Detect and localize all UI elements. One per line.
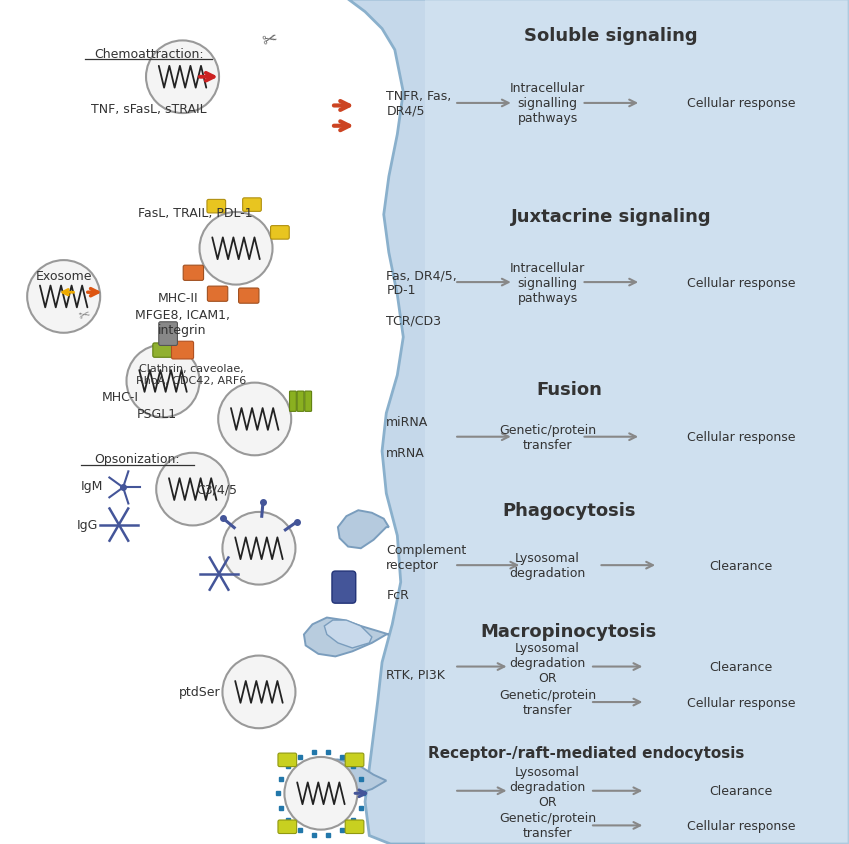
FancyBboxPatch shape bbox=[183, 266, 204, 281]
Circle shape bbox=[200, 213, 273, 285]
FancyBboxPatch shape bbox=[171, 342, 194, 360]
Text: Lysosomal
degradation
OR: Lysosomal degradation OR bbox=[509, 641, 586, 684]
Text: Soluble signaling: Soluble signaling bbox=[525, 27, 698, 46]
FancyBboxPatch shape bbox=[278, 753, 296, 766]
Circle shape bbox=[222, 512, 295, 585]
Text: TNFR, Fas,
DR4/5: TNFR, Fas, DR4/5 bbox=[386, 89, 452, 118]
FancyBboxPatch shape bbox=[305, 392, 312, 412]
Text: Phagocytosis: Phagocytosis bbox=[502, 501, 636, 520]
Text: Genetic/protein
transfer: Genetic/protein transfer bbox=[499, 811, 596, 840]
Text: Cellular response: Cellular response bbox=[687, 819, 796, 832]
Text: Cellular response: Cellular response bbox=[687, 276, 796, 289]
Text: Fusion: Fusion bbox=[536, 381, 602, 399]
Text: miRNA: miRNA bbox=[386, 415, 429, 429]
Polygon shape bbox=[312, 760, 386, 795]
Text: Clearance: Clearance bbox=[710, 784, 773, 798]
Text: ptdSer: ptdSer bbox=[178, 685, 221, 699]
Circle shape bbox=[284, 757, 357, 830]
Text: ✂: ✂ bbox=[261, 30, 279, 51]
Text: Genetic/protein
transfer: Genetic/protein transfer bbox=[499, 423, 596, 452]
Text: Lysosomal
degradation: Lysosomal degradation bbox=[509, 551, 586, 580]
Text: TNF, sFasL, sTRAIL: TNF, sFasL, sTRAIL bbox=[91, 103, 206, 116]
Text: Cellular response: Cellular response bbox=[687, 695, 796, 709]
Polygon shape bbox=[338, 511, 389, 549]
FancyBboxPatch shape bbox=[346, 820, 364, 834]
Text: FcR: FcR bbox=[386, 588, 409, 602]
Text: RTK, PI3K: RTK, PI3K bbox=[386, 668, 445, 682]
FancyBboxPatch shape bbox=[153, 344, 177, 358]
FancyBboxPatch shape bbox=[207, 200, 226, 214]
FancyBboxPatch shape bbox=[346, 753, 364, 766]
Text: Chemoattraction:: Chemoattraction: bbox=[93, 47, 204, 61]
Text: Genetic/protein
transfer: Genetic/protein transfer bbox=[499, 688, 596, 717]
Text: MFGE8, ICAM1,
integrin: MFGE8, ICAM1, integrin bbox=[135, 308, 230, 337]
Text: MHC-I: MHC-I bbox=[102, 390, 139, 403]
Text: C3/4/5: C3/4/5 bbox=[196, 483, 237, 496]
FancyBboxPatch shape bbox=[297, 392, 304, 412]
Circle shape bbox=[146, 41, 219, 114]
FancyBboxPatch shape bbox=[278, 820, 296, 834]
Text: TCR/CD3: TCR/CD3 bbox=[386, 314, 441, 327]
FancyBboxPatch shape bbox=[239, 289, 259, 304]
Text: Juxtacrine signaling: Juxtacrine signaling bbox=[511, 208, 711, 226]
Text: Fas, DR4/5,
PD-1: Fas, DR4/5, PD-1 bbox=[386, 268, 457, 297]
Polygon shape bbox=[348, 0, 849, 844]
Text: MHC-II: MHC-II bbox=[158, 291, 199, 305]
Text: FasL, TRAIL, PDL-1: FasL, TRAIL, PDL-1 bbox=[138, 207, 253, 220]
FancyBboxPatch shape bbox=[159, 322, 177, 346]
Polygon shape bbox=[424, 0, 849, 844]
FancyBboxPatch shape bbox=[271, 226, 290, 240]
Circle shape bbox=[156, 453, 229, 526]
Circle shape bbox=[127, 345, 200, 418]
Text: mRNA: mRNA bbox=[386, 446, 425, 460]
Circle shape bbox=[222, 656, 295, 728]
Text: Lysosomal
degradation
OR: Lysosomal degradation OR bbox=[509, 766, 586, 808]
Text: Cellular response: Cellular response bbox=[687, 430, 796, 444]
Text: IgM: IgM bbox=[81, 479, 103, 493]
Text: PSGL1: PSGL1 bbox=[137, 407, 177, 420]
FancyBboxPatch shape bbox=[290, 392, 296, 412]
Circle shape bbox=[218, 383, 291, 456]
Polygon shape bbox=[324, 620, 372, 648]
Text: Complement
receptor: Complement receptor bbox=[386, 543, 467, 571]
Text: Receptor-/raft-mediated endocytosis: Receptor-/raft-mediated endocytosis bbox=[428, 745, 744, 760]
FancyBboxPatch shape bbox=[243, 198, 261, 212]
Text: Cellular response: Cellular response bbox=[687, 97, 796, 111]
Text: ✂: ✂ bbox=[77, 307, 93, 324]
Text: Opsonization:: Opsonization: bbox=[95, 452, 180, 466]
Text: Clearance: Clearance bbox=[710, 559, 773, 572]
Text: Exosome: Exosome bbox=[36, 269, 92, 283]
Text: IgG: IgG bbox=[76, 518, 98, 532]
Text: Intracellular
signalling
pathways: Intracellular signalling pathways bbox=[510, 262, 585, 304]
Text: Intracellular
signalling
pathways: Intracellular signalling pathways bbox=[510, 83, 585, 125]
Text: Clathrin, caveolae,
RhoA, CDC42, ARF6: Clathrin, caveolae, RhoA, CDC42, ARF6 bbox=[136, 364, 246, 386]
FancyBboxPatch shape bbox=[207, 287, 228, 302]
Circle shape bbox=[27, 261, 100, 333]
FancyBboxPatch shape bbox=[332, 571, 356, 603]
Polygon shape bbox=[304, 618, 389, 657]
Text: Clearance: Clearance bbox=[710, 660, 773, 674]
Text: Macropinocytosis: Macropinocytosis bbox=[481, 622, 657, 641]
